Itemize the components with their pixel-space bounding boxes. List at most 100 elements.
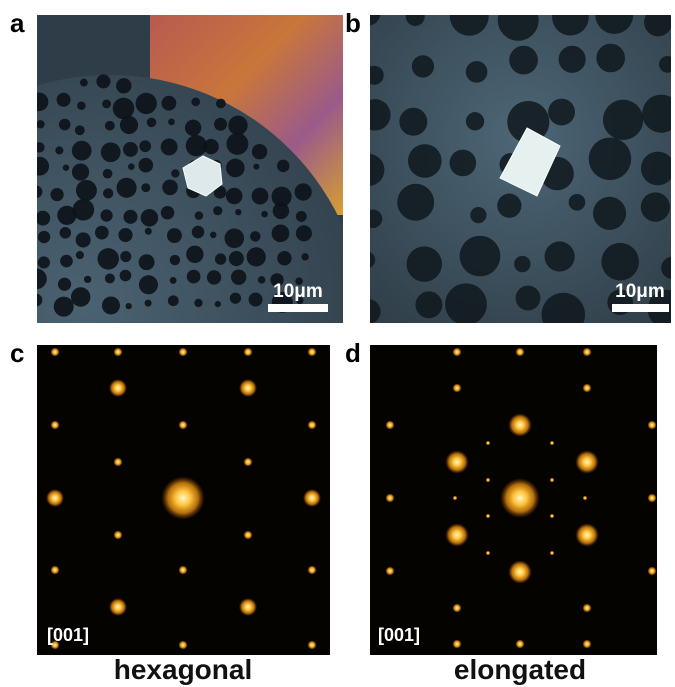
diffraction-spot: [239, 598, 257, 616]
diffraction-spot: [114, 348, 123, 357]
hole: [596, 44, 625, 73]
hole: [215, 301, 221, 307]
diffraction-spot: [508, 560, 531, 583]
diffraction-spot: [308, 421, 317, 430]
hole: [118, 228, 132, 242]
hole: [161, 138, 178, 155]
hole: [76, 180, 97, 201]
diffraction-spot: [550, 478, 555, 483]
hole: [105, 121, 115, 131]
panel-label: b: [345, 8, 361, 38]
hole: [30, 157, 49, 176]
hole: [192, 226, 204, 238]
diffraction-spot: [179, 566, 188, 575]
panel-label: d: [345, 338, 361, 368]
hole: [466, 61, 488, 83]
hole: [230, 293, 241, 304]
hole: [399, 108, 427, 136]
hole: [128, 163, 135, 170]
diffraction-spot: [648, 494, 657, 503]
hole: [161, 96, 176, 111]
hole: [213, 206, 222, 215]
hole: [72, 141, 92, 161]
hole: [102, 296, 120, 314]
hole: [60, 227, 72, 239]
diffraction-spot: [583, 604, 592, 613]
hole: [261, 211, 268, 218]
diffraction-spot: [244, 348, 253, 357]
hole: [216, 99, 226, 109]
diffraction-spot: [453, 640, 462, 649]
diffraction-spot: [46, 489, 64, 507]
hole: [352, 154, 384, 186]
hole: [170, 277, 177, 284]
hole: [644, 8, 672, 36]
hole: [416, 291, 443, 318]
hole: [76, 251, 84, 259]
hole: [359, 99, 390, 130]
scale-bar: [612, 304, 669, 312]
hole: [100, 209, 112, 221]
hole: [226, 188, 243, 205]
hole: [50, 188, 63, 201]
zone-axis: [001]: [378, 625, 420, 645]
hole: [103, 188, 113, 198]
hole: [80, 79, 88, 87]
hole: [228, 116, 247, 135]
diffraction-spot: [486, 478, 491, 483]
hole: [516, 286, 541, 311]
diffraction-spot: [179, 348, 188, 357]
hole: [95, 226, 109, 240]
hole: [252, 188, 269, 205]
hole: [145, 228, 152, 235]
hole: [34, 142, 44, 152]
hole: [542, 293, 586, 337]
diffraction-spot: [244, 458, 253, 467]
diffraction-spot: [486, 441, 491, 446]
hole: [26, 268, 47, 289]
hole: [408, 144, 442, 178]
hole: [356, 299, 380, 323]
figure: a b c d 10μm 10μm [001] [001] hexagonal …: [0, 0, 675, 687]
diffraction-spot: [575, 450, 598, 473]
diffraction-spot: [114, 458, 123, 467]
caption: elongated: [454, 654, 586, 685]
hole: [77, 101, 86, 110]
hole: [559, 46, 586, 73]
panel-label: a: [10, 8, 25, 38]
hole: [171, 169, 179, 177]
hole: [210, 232, 217, 239]
hole: [641, 192, 670, 221]
diffraction-spot: [114, 531, 123, 540]
hole: [296, 211, 307, 222]
diffraction-spot: [308, 641, 317, 650]
hole: [364, 210, 383, 229]
hole: [96, 74, 110, 88]
hole: [72, 163, 89, 180]
hole: [272, 224, 290, 242]
hole: [170, 255, 180, 265]
hole: [145, 300, 152, 307]
diffraction-spot: [550, 441, 555, 446]
hole: [139, 158, 154, 173]
scale-bar-label: 10μm: [273, 281, 323, 302]
hole: [552, 0, 589, 36]
hole: [277, 251, 291, 265]
hole: [101, 142, 121, 162]
hole: [105, 273, 115, 283]
hole: [603, 100, 643, 140]
hole: [296, 225, 312, 241]
hole: [123, 142, 138, 157]
diffraction-spot: [550, 514, 555, 519]
panel-label: c: [10, 338, 24, 368]
hole: [185, 120, 201, 136]
hole: [54, 297, 74, 317]
hole: [569, 194, 586, 211]
hole: [102, 99, 111, 108]
hole: [76, 232, 91, 247]
hole: [168, 119, 175, 126]
hole: [29, 294, 42, 307]
hole: [589, 138, 632, 181]
hole: [545, 241, 575, 271]
diffraction-spot: [109, 379, 127, 397]
